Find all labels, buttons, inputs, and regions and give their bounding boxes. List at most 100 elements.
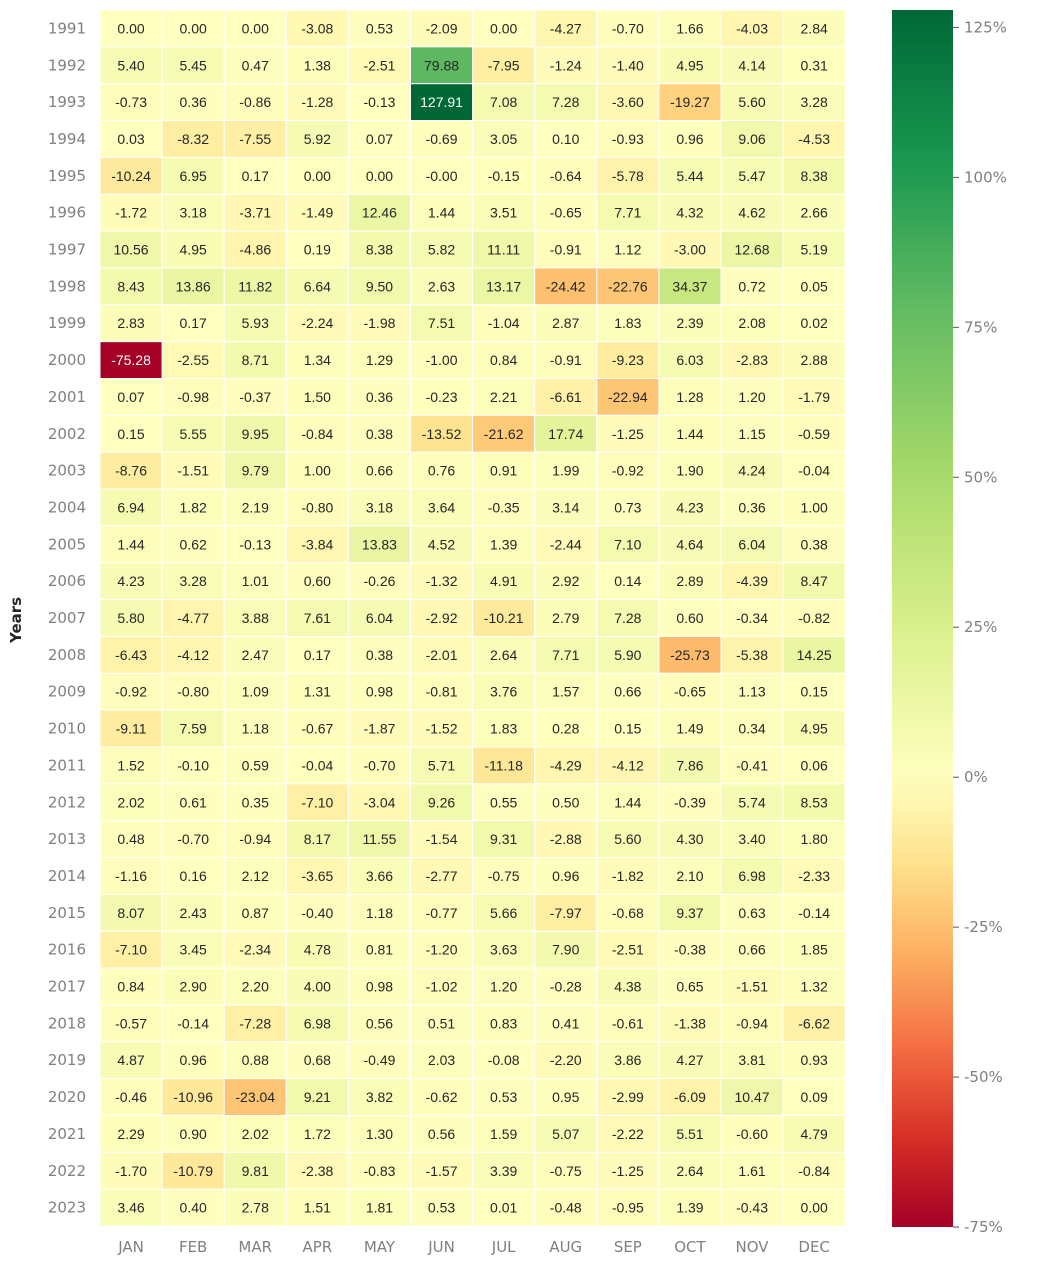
heatmap-cell-label: 5.07 <box>552 1126 579 1142</box>
heatmap-cell-label: 2.20 <box>242 979 269 995</box>
heatmap-cell-1999-jun <box>410 304 474 343</box>
heatmap-cell-label: 8.38 <box>801 168 828 184</box>
x-tick-label: APR <box>302 1238 332 1256</box>
heatmap-cell-label: 0.95 <box>552 1089 579 1105</box>
heatmap-cell-1997-may <box>347 230 411 269</box>
heatmap-cell-2010-nov <box>720 709 784 748</box>
heatmap-cell-2008-mar <box>223 635 287 674</box>
y-tick-label: 2007 <box>48 609 86 627</box>
heatmap-cell-label: 2.79 <box>552 610 579 626</box>
colorbar-tick-label: -25% <box>964 918 1003 936</box>
heatmap-cell-label: 1.39 <box>676 1200 703 1216</box>
heatmap-cell-label: -0.70 <box>177 831 209 847</box>
heatmap-cell-label: 0.36 <box>366 389 393 405</box>
heatmap-cell-label: 8.38 <box>366 242 393 258</box>
heatmap-cell-label: 0.00 <box>117 20 144 36</box>
heatmap-cell-label: -1.28 <box>301 94 333 110</box>
heatmap-cell-label: -3.60 <box>612 94 644 110</box>
heatmap-cell-label: 9.81 <box>242 1163 269 1179</box>
heatmap-cell-label: 5.55 <box>180 426 207 442</box>
x-tick-label: JAN <box>117 1238 144 1256</box>
heatmap-cell-label: 1.18 <box>242 721 269 737</box>
heatmap-cell-label: -4.39 <box>736 573 768 589</box>
heatmap-cell-1992-jun <box>410 46 474 85</box>
heatmap-cell-label: -2.24 <box>301 315 333 331</box>
heatmap-cell-label: 12.46 <box>362 205 397 221</box>
heatmap-cell-label: 5.60 <box>614 831 641 847</box>
heatmap-cell-label: 0.98 <box>366 979 393 995</box>
heatmap-cell-2000-may <box>347 341 411 379</box>
heatmap-cell-label: -1.49 <box>301 205 333 221</box>
heatmap-cell-label: 4.64 <box>676 536 703 552</box>
heatmap-cell-label: 14.25 <box>797 647 832 663</box>
heatmap-cell-label: 1.01 <box>242 573 269 589</box>
heatmap-cell-label: 1.83 <box>490 721 517 737</box>
heatmap-cell-label: 2.10 <box>676 868 703 884</box>
heatmap-cell-label: -0.38 <box>674 942 706 958</box>
heatmap-cell-label: -0.77 <box>426 905 458 921</box>
heatmap-cell-label: 0.38 <box>801 536 828 552</box>
heatmap-cell-label: 3.51 <box>490 205 517 221</box>
heatmap-cell-label: 0.68 <box>304 1052 331 1068</box>
heatmap-cell-label: -0.00 <box>426 168 458 184</box>
y-tick-label: 2000 <box>48 351 86 369</box>
heatmap-cell-2001-sep <box>596 378 660 416</box>
x-tick-label: JUN <box>427 1238 455 1256</box>
heatmap-cell-1999-dec <box>782 304 846 343</box>
y-tick-label: 1994 <box>48 130 86 148</box>
heatmap-cell-label: 0.15 <box>614 721 641 737</box>
heatmap-cell-label: -0.67 <box>301 721 333 737</box>
heatmap-cell-2007-dec <box>782 599 846 637</box>
heatmap-cell-label: 4.27 <box>676 1052 703 1068</box>
heatmap-cell-label: -0.04 <box>798 463 830 479</box>
heatmap-cell-2009-dec <box>782 672 846 711</box>
heatmap-cell-1996-jul <box>472 193 536 232</box>
heatmap-cell-1996-oct <box>658 193 722 232</box>
heatmap-cell-label: -3.04 <box>363 794 395 810</box>
heatmap-cell-2004-may <box>347 488 411 527</box>
heatmap-cell-1996-aug <box>534 193 598 232</box>
heatmap-cell-label: -7.28 <box>239 1015 271 1031</box>
heatmap-cell-label: 0.60 <box>676 610 703 626</box>
heatmap-cell-label: 0.03 <box>117 131 144 147</box>
heatmap-cell-label: 2.29 <box>117 1126 144 1142</box>
heatmap-cell-2016-feb <box>161 930 225 969</box>
y-tick-label: 2017 <box>48 978 86 996</box>
heatmap-cell-label: 0.62 <box>180 536 207 552</box>
heatmap-cell-label: 0.76 <box>428 463 455 479</box>
heatmap-cell-2011-may <box>347 746 411 785</box>
heatmap-cell-label: 3.64 <box>428 499 455 515</box>
heatmap-cell-1999-mar <box>223 304 287 343</box>
heatmap-cell-label: -0.84 <box>798 1163 830 1179</box>
heatmap-cell-label: -3.84 <box>301 536 333 552</box>
heatmap-cell-2003-jun <box>410 451 474 490</box>
heatmap-cell-2017-feb <box>161 967 225 1006</box>
heatmap-cell-label: -0.65 <box>674 684 706 700</box>
heatmap-cell-label: -1.32 <box>426 573 458 589</box>
heatmap-cell-2012-may <box>347 783 411 822</box>
y-tick-label: 2019 <box>48 1051 86 1069</box>
y-tick-label: 2014 <box>48 867 86 885</box>
heatmap-cell-2003-jan <box>99 451 163 490</box>
heatmap-cell-label: -0.95 <box>612 1200 644 1216</box>
heatmap-cell-label: 6.98 <box>304 1015 331 1031</box>
heatmap-cell-label: 0.41 <box>552 1015 579 1031</box>
heatmap-cell-1999-apr <box>285 304 349 343</box>
heatmap-cell-label: -8.32 <box>177 131 209 147</box>
heatmap-cell-label: -22.94 <box>608 389 648 405</box>
heatmap-cell-2015-dec <box>782 893 846 932</box>
heatmap-cell-label: -4.12 <box>177 647 209 663</box>
heatmap-cell-label: 0.01 <box>490 1200 517 1216</box>
heatmap-cell-2007-oct <box>658 599 722 637</box>
heatmap-cell-label: 2.63 <box>428 278 455 294</box>
heatmap-cell-label: -5.38 <box>736 647 768 663</box>
heatmap-cell-label: 1.44 <box>676 426 703 442</box>
heatmap-cell-2004-oct <box>658 488 722 527</box>
heatmap-cell-label: 0.00 <box>490 20 517 36</box>
heatmap-cell-label: 1.20 <box>490 979 517 995</box>
heatmap-cell-label: 34.37 <box>672 278 707 294</box>
y-tick-label: 2013 <box>48 830 86 848</box>
heatmap-cell-label: -0.28 <box>550 979 582 995</box>
heatmap-cell-label: 0.16 <box>180 868 207 884</box>
